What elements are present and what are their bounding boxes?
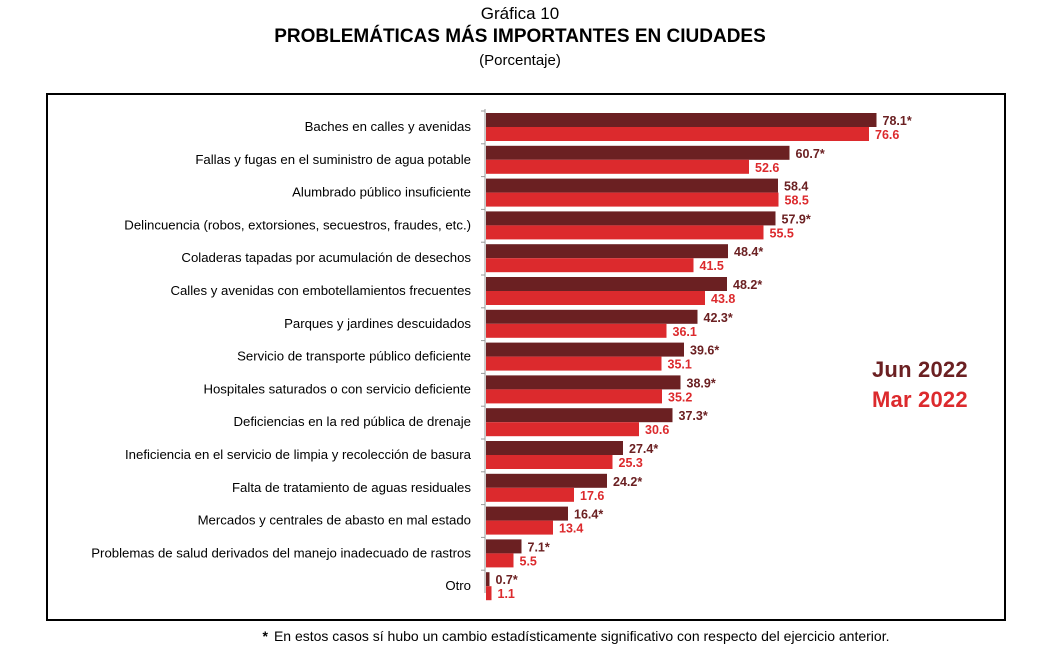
data-label-mar-2022: 1.1 <box>498 587 515 601</box>
bar-jun-2022 <box>486 572 490 587</box>
data-label-mar-2022: 41.5 <box>700 259 724 273</box>
footnote-text: En estos casos sí hubo un cambio estadís… <box>273 628 890 644</box>
bar-mar-2022 <box>486 487 574 502</box>
bar-jun-2022 <box>486 473 607 488</box>
bar-mar-2022 <box>486 258 694 273</box>
category-label: Calles y avenidas con embotellamientos f… <box>170 283 471 298</box>
bar-jun-2022 <box>486 178 778 193</box>
data-label-mar-2022: 43.8 <box>711 292 735 306</box>
bar-jun-2022 <box>486 408 673 423</box>
category-label: Hospitales saturados o con servicio defi… <box>203 381 471 396</box>
bar-chart: Baches en calles y avenidas 78.1*76.6 Fall… <box>91 109 912 601</box>
bar-jun-2022 <box>486 113 877 127</box>
data-label-mar-2022: 36.1 <box>673 325 697 339</box>
data-label-mar-2022: 5.5 <box>520 554 537 568</box>
category-label: Coladeras tapadas por acumulación de des… <box>181 250 471 265</box>
footnote: * En estos casos sí hubo un cambio estadí… <box>0 628 1040 644</box>
category-label: Alumbrado público insuficiente <box>292 185 471 200</box>
category-label: Baches en calles y avenidas <box>305 119 472 134</box>
data-label-mar-2022: 55.5 <box>770 226 794 240</box>
data-label-mar-2022: 30.6 <box>645 423 669 437</box>
data-label-mar-2022: 25.3 <box>619 456 643 470</box>
bar-mar-2022 <box>486 520 553 535</box>
category-label: Problemas de salud derivados del manejo … <box>91 545 471 560</box>
legend-jun-2022: Jun 2022 <box>872 357 968 382</box>
footnote-symbol: * <box>262 628 268 644</box>
data-label-mar-2022: 13.4 <box>559 522 583 536</box>
data-label-jun-2022: 57.9* <box>782 212 811 226</box>
bar-jun-2022 <box>486 342 684 357</box>
category-label: Mercados y centrales de abasto en mal es… <box>198 513 471 528</box>
data-label-jun-2022: 16.4* <box>574 508 603 522</box>
data-label-mar-2022: 35.2 <box>668 390 692 404</box>
data-label-jun-2022: 48.4* <box>734 245 763 259</box>
category-label: Deficiencias en la red pública de drenaj… <box>233 414 471 429</box>
bar-jun-2022 <box>486 441 623 455</box>
bar-mar-2022 <box>486 389 662 404</box>
bar-mar-2022 <box>486 553 514 568</box>
bar-mar-2022 <box>486 586 492 601</box>
bar-mar-2022 <box>486 422 639 437</box>
data-label-jun-2022: 39.6* <box>690 344 719 358</box>
data-label-jun-2022: 7.1* <box>528 540 550 554</box>
bar-jun-2022 <box>486 277 727 291</box>
category-label: Falta de tratamiento de aguas residuales <box>232 480 471 495</box>
data-label-mar-2022: 58.5 <box>785 194 809 208</box>
bar-mar-2022 <box>486 455 613 469</box>
bar-jun-2022 <box>486 145 790 160</box>
bar-jun-2022 <box>486 375 681 390</box>
data-label-jun-2022: 78.1* <box>883 114 912 128</box>
category-label: Fallas y fugas en el suministro de agua … <box>195 152 471 167</box>
chart-subtitle: (Porcentaje) <box>479 52 561 69</box>
category-label: Delincuencia (robos, extorsiones, secues… <box>124 217 471 232</box>
bar-mar-2022 <box>486 323 667 338</box>
bar-mar-2022 <box>486 159 749 174</box>
bar-mar-2022 <box>486 225 764 240</box>
data-label-jun-2022: 60.7* <box>796 147 825 161</box>
data-label-jun-2022: 58.4 <box>784 180 808 194</box>
data-label-jun-2022: 37.3* <box>679 409 708 423</box>
data-label-jun-2022: 42.3* <box>704 311 733 325</box>
data-label-mar-2022: 76.6 <box>875 128 899 142</box>
category-label: Otro <box>445 578 471 593</box>
category-label: Parques y jardines descuidados <box>284 316 471 331</box>
bar-mar-2022 <box>486 192 779 207</box>
legend-mar-2022: Mar 2022 <box>872 387 968 412</box>
bar-jun-2022 <box>486 539 522 554</box>
data-label-jun-2022: 0.7* <box>496 573 518 587</box>
bar-jun-2022 <box>486 211 776 226</box>
chart-number: Gráfica 10 <box>480 4 560 23</box>
data-label-jun-2022: 48.2* <box>733 278 762 292</box>
bar-mar-2022 <box>486 291 705 305</box>
data-label-jun-2022: 24.2* <box>613 475 642 489</box>
bar-mar-2022 <box>486 356 662 371</box>
data-label-jun-2022: 38.9* <box>687 376 716 390</box>
bar-jun-2022 <box>486 309 698 324</box>
chart-title: PROBLEMÁTICAS MÁS IMPORTANTES EN CIUDADE… <box>274 26 766 47</box>
category-label: Ineficiencia en el servicio de limpia y … <box>125 447 472 462</box>
bar-mar-2022 <box>486 127 869 141</box>
data-label-mar-2022: 52.6 <box>755 161 779 175</box>
bar-jun-2022 <box>486 244 728 259</box>
chart-frame: Baches en calles y avenidas 78.1* 76.6 Fall… <box>46 93 1006 621</box>
bar-jun-2022 <box>486 506 568 521</box>
data-label-mar-2022: 17.6 <box>580 489 604 503</box>
category-label: Servicio de transporte público deficient… <box>237 349 471 364</box>
data-label-jun-2022: 27.4* <box>629 442 658 456</box>
data-label-mar-2022: 35.1 <box>668 358 692 372</box>
